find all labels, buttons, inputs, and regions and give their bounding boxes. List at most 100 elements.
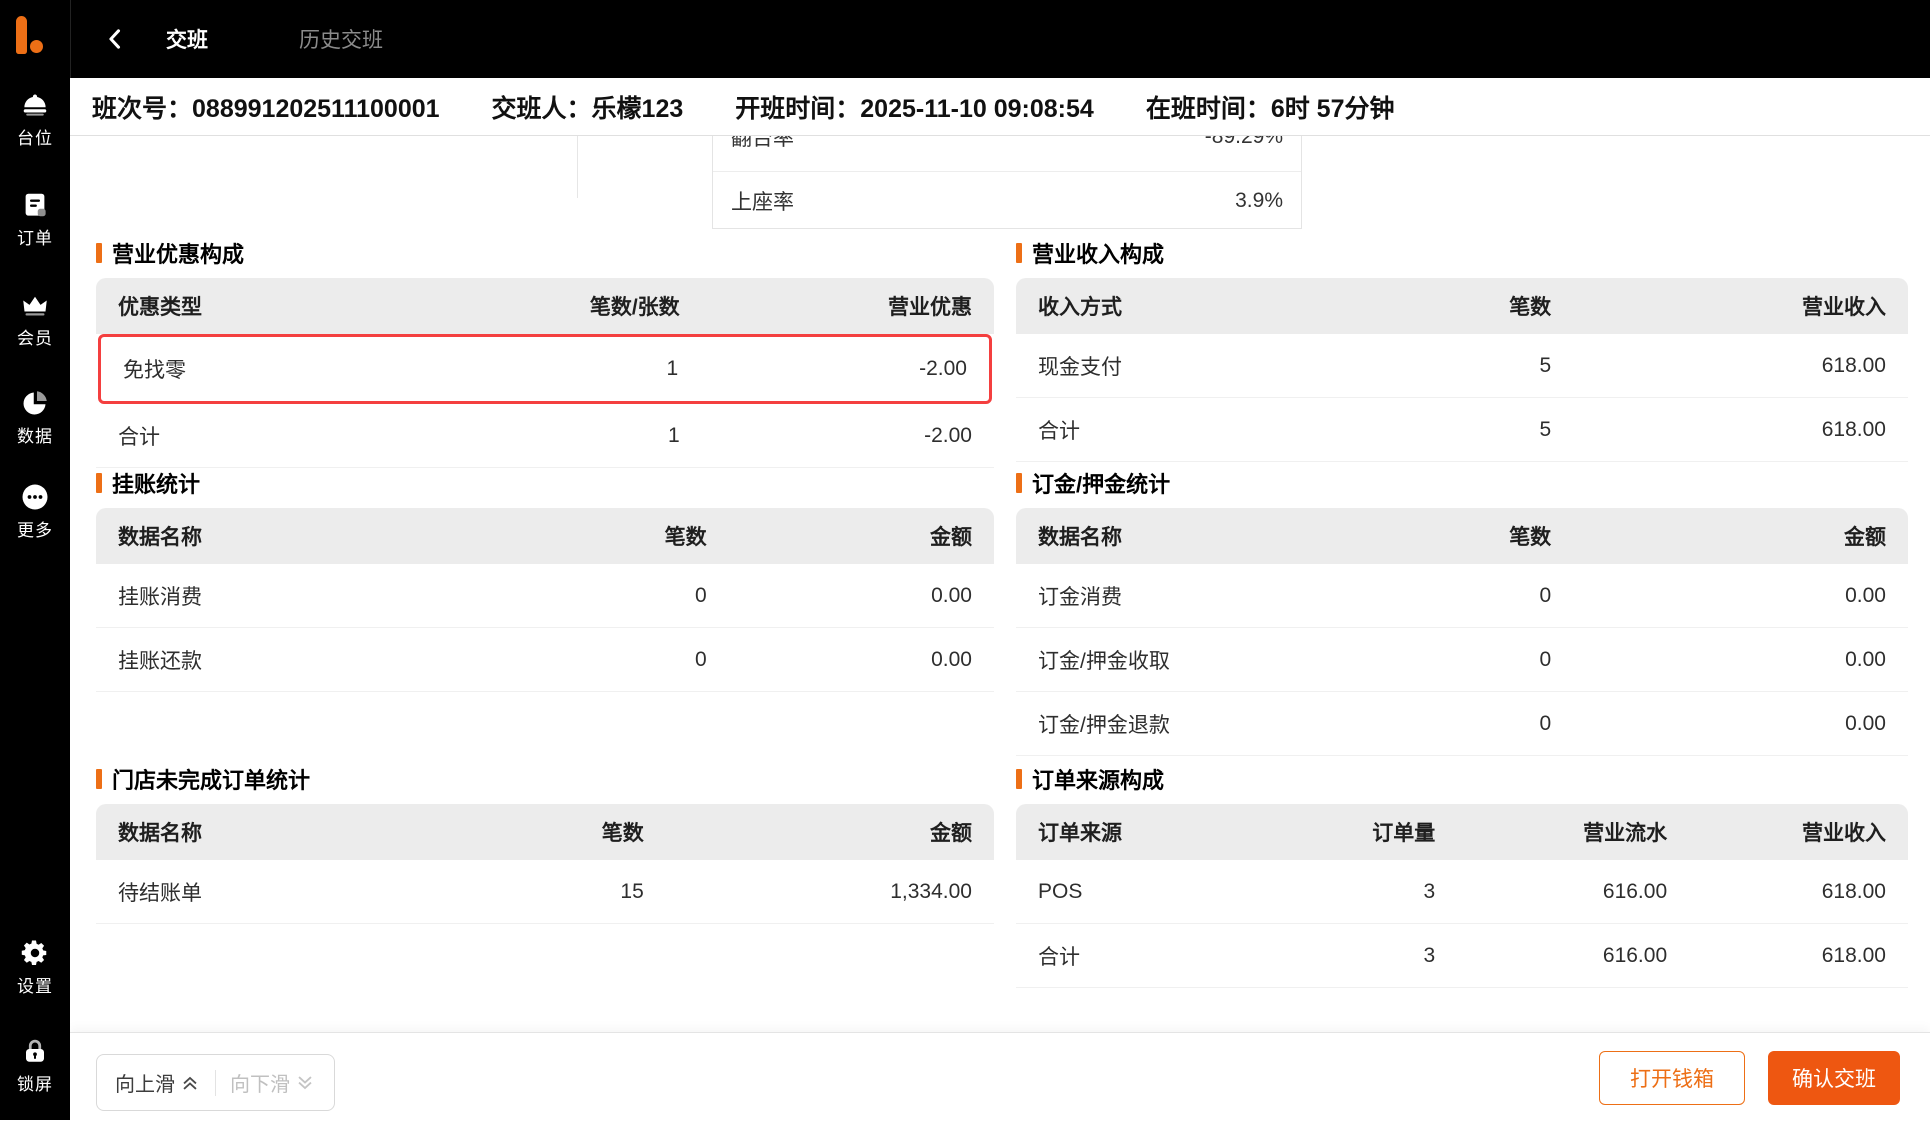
shift-number: 班次号：088991202511100001 bbox=[92, 94, 440, 123]
lock-icon bbox=[20, 1036, 50, 1066]
sidebar-item-more[interactable]: 更多 bbox=[0, 482, 70, 541]
section-credit-stats: 挂账统计 数据名称 笔数 金额 挂账消费 0 0.00 挂账还款 0 0.00 bbox=[96, 470, 994, 692]
table-cell: 0 bbox=[694, 583, 707, 607]
column-header: 金额 bbox=[1843, 526, 1886, 549]
crown-icon bbox=[20, 290, 50, 320]
table-row: 订金/押金退款 0 0.00 bbox=[1016, 692, 1908, 756]
table-cell: 合计 bbox=[118, 425, 160, 449]
column-header: 笔数 bbox=[1509, 526, 1552, 549]
title-accent-bar bbox=[1016, 473, 1022, 493]
table-header-row: 收入方式 笔数 营业收入 bbox=[1016, 278, 1908, 334]
handover-person: 交班人：乐檬123 bbox=[491, 94, 684, 123]
more-icon bbox=[20, 482, 50, 512]
table-header-row: 数据名称 笔数 金额 bbox=[1016, 508, 1908, 564]
table-cell: 616.00 bbox=[1602, 879, 1668, 903]
cloche-icon bbox=[20, 90, 50, 120]
column-header: 笔数/张数 bbox=[589, 296, 680, 319]
column-header: 金额 bbox=[929, 822, 972, 845]
sidebar-item-lock-screen[interactable]: 锁屏 bbox=[0, 1036, 70, 1095]
table-header-row: 数据名称 笔数 金额 bbox=[96, 508, 994, 564]
metric-value: 3.9% bbox=[1235, 188, 1283, 212]
table-cell: 待结账单 bbox=[118, 881, 202, 905]
table-header-row: 数据名称 笔数 金额 bbox=[96, 804, 994, 860]
table-cell: 616.00 bbox=[1602, 943, 1668, 967]
table-row: POS 3 616.00 618.00 bbox=[1016, 860, 1908, 924]
section-title: 订单来源构成 bbox=[1016, 766, 1908, 793]
table-header-row: 订单来源 订单量 营业流水 营业收入 bbox=[1016, 804, 1908, 860]
tab-shift-history[interactable]: 历史交班 bbox=[299, 29, 383, 52]
gear-icon bbox=[20, 938, 50, 968]
section-income-composition: 营业收入构成 收入方式 笔数 营业收入 现金支付 5 618.00 合计 5 618.00 bbox=[1016, 240, 1908, 462]
column-header: 数据名称 bbox=[118, 526, 202, 549]
table-header-row: 优惠类型 笔数/张数 营业优惠 bbox=[96, 278, 994, 334]
open-cash-drawer-button[interactable]: 打开钱箱 bbox=[1599, 1051, 1745, 1105]
sidebar-item-data[interactable]: 数据 bbox=[0, 388, 70, 447]
slide-up-button[interactable]: 向上滑 bbox=[115, 1068, 201, 1097]
table-cell: 挂账消费 bbox=[118, 585, 202, 609]
sidebar-item-label: 会员 bbox=[17, 329, 53, 348]
section-title: 营业优惠构成 bbox=[96, 240, 994, 267]
table-cell: 合计 bbox=[1038, 945, 1080, 969]
column-header: 订单来源 bbox=[1038, 822, 1122, 845]
table-row: 挂账还款 0 0.00 bbox=[96, 628, 994, 692]
back-button[interactable] bbox=[101, 25, 129, 53]
order-icon bbox=[20, 190, 50, 220]
title-accent-bar bbox=[96, 769, 102, 789]
deposit-table: 数据名称 笔数 金额 订金消费 0 0.00 订金/押金收取 0 0.00 订金/押金退款 0 0.0… bbox=[1016, 508, 1908, 756]
sidebar-item-label: 台位 bbox=[17, 129, 53, 148]
sidebar-item-label: 锁屏 bbox=[17, 1075, 53, 1094]
table-cell: 0.00 bbox=[1845, 583, 1886, 607]
table-cell: 免找零 bbox=[123, 359, 186, 382]
table-row: 待结账单 15 1,334.00 bbox=[96, 860, 994, 924]
section-title: 订金/押金统计 bbox=[1016, 470, 1908, 497]
scrolled-table-edge bbox=[577, 136, 578, 198]
table-cell: 618.00 bbox=[1821, 943, 1886, 967]
credit-table: 数据名称 笔数 金额 挂账消费 0 0.00 挂账还款 0 0.00 bbox=[96, 508, 994, 692]
table-cell: 1 bbox=[667, 423, 680, 447]
on-duty-duration: 在班时间：6时 57分钟 bbox=[1145, 94, 1395, 123]
sidebar: 台位 订单 会员 数据 bbox=[0, 0, 70, 1120]
metric-label: 上座率 bbox=[731, 190, 794, 214]
table-cell: 合计 bbox=[1038, 419, 1080, 443]
confirm-handover-button[interactable]: 确认交班 bbox=[1768, 1051, 1900, 1105]
title-accent-bar bbox=[1016, 769, 1022, 789]
table-cell: 15 bbox=[620, 879, 644, 903]
shift-start-time: 开班时间：2025-11-10 09:08:54 bbox=[735, 94, 1094, 123]
column-header: 笔数 bbox=[1509, 296, 1552, 319]
column-header: 营业收入 bbox=[1801, 296, 1886, 319]
section-order-source: 订单来源构成 订单来源 订单量 营业流水 营业收入 POS 3 616.00 618.00 合计… bbox=[1016, 766, 1908, 988]
table-row: 上座率 3.9% bbox=[713, 172, 1301, 229]
sidebar-item-label: 更多 bbox=[17, 521, 53, 540]
pie-chart-icon bbox=[20, 388, 50, 418]
sidebar-item-settings[interactable]: 设置 bbox=[0, 938, 70, 997]
sidebar-item-orders[interactable]: 订单 bbox=[0, 190, 70, 249]
tab-shift-handover[interactable]: 交班 bbox=[166, 29, 208, 52]
column-header: 营业流水 bbox=[1583, 822, 1668, 845]
table-cell: 0 bbox=[694, 647, 707, 671]
metric-value: -89.29% bbox=[1204, 136, 1283, 148]
unfinished-orders-table: 数据名称 笔数 金额 待结账单 15 1,334.00 bbox=[96, 804, 994, 924]
app-logo-icon bbox=[15, 16, 49, 56]
discount-table: 优惠类型 笔数/张数 营业优惠 免找零 1 -2.00 合计 1 -2.00 bbox=[96, 278, 994, 468]
slide-down-button[interactable]: 向下滑 bbox=[230, 1068, 316, 1097]
section-deposit-stats: 订金/押金统计 数据名称 笔数 金额 订金消费 0 0.00 订金/押金收取 0 0.00 订金/… bbox=[1016, 470, 1908, 756]
double-chevron-down-icon bbox=[298, 1075, 312, 1089]
section-discount-composition: 营业优惠构成 优惠类型 笔数/张数 营业优惠 免找零 1 -2.00 合计 1 -2.00 bbox=[96, 240, 994, 468]
column-header: 数据名称 bbox=[1038, 526, 1122, 549]
sidebar-item-label: 设置 bbox=[17, 977, 53, 996]
table-row: 合计 1 -2.00 bbox=[96, 404, 994, 468]
column-header: 订单量 bbox=[1372, 822, 1436, 845]
table-cell: 现金支付 bbox=[1038, 355, 1122, 379]
income-table: 收入方式 笔数 营业收入 现金支付 5 618.00 合计 5 618.00 bbox=[1016, 278, 1908, 462]
sidebar-item-tables[interactable]: 台位 bbox=[0, 90, 70, 149]
section-unfinished-orders: 门店未完成订单统计 数据名称 笔数 金额 待结账单 15 1,334.00 bbox=[96, 766, 994, 924]
order-source-table: 订单来源 订单量 营业流水 营业收入 POS 3 616.00 618.00 合计 3 616.00… bbox=[1016, 804, 1908, 988]
table-cell: 0.00 bbox=[931, 647, 972, 671]
table-row: 挂账消费 0 0.00 bbox=[96, 564, 994, 628]
column-header: 金额 bbox=[929, 526, 972, 549]
table-row: 翻台率 -89.29% bbox=[713, 136, 1301, 172]
sidebar-item-members[interactable]: 会员 bbox=[0, 290, 70, 349]
sidebar-item-label: 订单 bbox=[17, 229, 53, 248]
table-cell: 0 bbox=[1539, 583, 1552, 607]
column-header: 营业优惠 bbox=[887, 296, 972, 319]
